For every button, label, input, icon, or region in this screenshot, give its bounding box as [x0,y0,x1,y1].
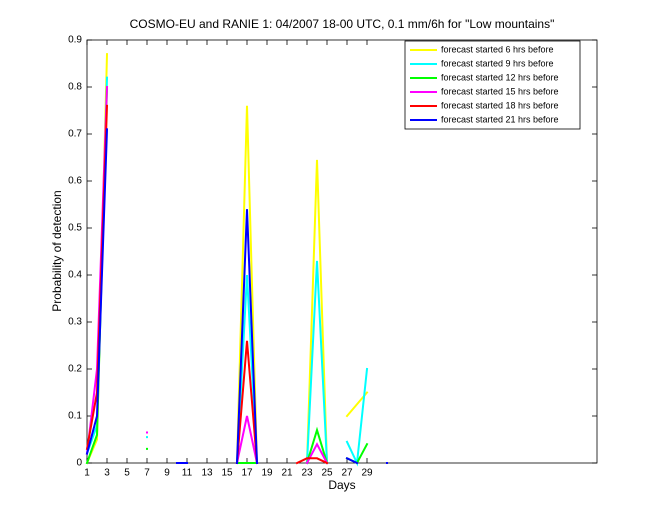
y-axis-label: Probability of detection [50,190,64,311]
legend-label: forecast started 6 hrs before [441,44,554,54]
x-tick-label: 3 [104,468,110,479]
legend-label: forecast started 12 hrs before [441,72,559,82]
x-tick-label: 9 [164,468,170,479]
x-tick-label: 13 [201,468,213,479]
legend-label: forecast started 21 hrs before [441,114,559,124]
x-tick-label: 7 [144,468,150,479]
y-tick-label: 0.1 [68,411,82,422]
chart-title: COSMO-EU and RANIE 1: 04/2007 18-00 UTC,… [130,17,555,31]
x-tick-label: 21 [281,468,293,479]
y-tick-label: 0.9 [68,35,82,46]
legend-label: forecast started 18 hrs before [441,100,559,110]
x-tick-label: 15 [221,468,233,479]
x-tick-label: 23 [301,468,313,479]
y-tick-label: 0.8 [68,82,82,93]
legend-label: forecast started 9 hrs before [441,58,554,68]
y-tick-label: 0.5 [68,223,82,234]
x-tick-label: 27 [341,468,353,479]
y-tick-label: 0.7 [68,129,82,140]
y-tick-label: 0.3 [68,317,82,328]
x-tick-label: 17 [241,468,253,479]
x-tick-label: 1 [84,468,90,479]
series-line [85,85,369,465]
series-line [85,85,329,465]
series-line [85,53,369,465]
y-tick-label: 0 [76,458,82,469]
legend-box [404,40,581,130]
x-axis-label: Days [328,478,355,492]
y-tick-label: 0.2 [68,364,82,375]
x-tick-label: 11 [182,468,193,479]
series-line [85,104,329,465]
series-line [85,76,369,467]
x-tick-label: 29 [361,468,373,479]
series-line [85,128,389,465]
plot-frame [86,39,598,464]
legend-label: forecast started 15 hrs before [441,86,559,96]
x-tick-label: 25 [321,468,333,479]
x-tick-label: 5 [124,468,130,479]
y-tick-label: 0.6 [68,176,82,187]
y-tick-label: 0.4 [68,270,82,281]
x-tick-label: 19 [261,468,273,479]
